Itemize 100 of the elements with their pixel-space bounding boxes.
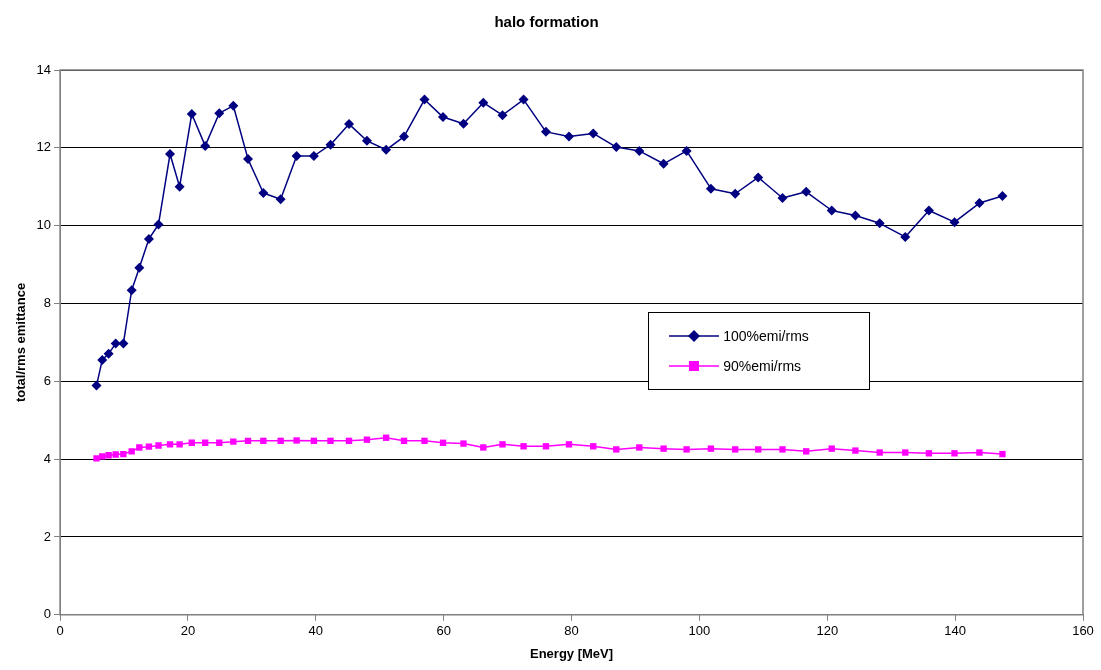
chart-title: halo formation bbox=[494, 13, 599, 31]
point bbox=[120, 450, 127, 458]
point bbox=[613, 446, 620, 453]
point bbox=[518, 94, 529, 105]
point bbox=[325, 139, 336, 150]
point bbox=[499, 441, 506, 448]
point bbox=[118, 338, 129, 349]
point bbox=[293, 437, 300, 444]
point bbox=[611, 142, 622, 153]
point bbox=[565, 441, 573, 448]
point bbox=[999, 450, 1006, 458]
point bbox=[112, 451, 119, 458]
point bbox=[681, 145, 692, 156]
point bbox=[755, 446, 762, 453]
y-tick-label: 14 bbox=[36, 61, 52, 77]
point bbox=[828, 445, 835, 452]
point bbox=[588, 128, 599, 139]
point bbox=[634, 145, 645, 156]
point bbox=[460, 440, 467, 447]
point bbox=[128, 448, 135, 455]
point bbox=[705, 183, 716, 194]
point bbox=[230, 438, 237, 445]
y-axis-title: total/rms emittance bbox=[13, 282, 29, 402]
point bbox=[155, 442, 162, 449]
point bbox=[658, 158, 669, 169]
point bbox=[200, 140, 211, 151]
y-tick-label: 10 bbox=[36, 217, 52, 233]
point bbox=[874, 218, 885, 229]
point bbox=[826, 205, 837, 216]
point bbox=[277, 437, 284, 445]
legend-label: 90%emi/rms bbox=[723, 358, 802, 375]
point bbox=[93, 455, 100, 462]
point bbox=[753, 172, 764, 183]
point bbox=[214, 108, 225, 119]
point bbox=[852, 447, 859, 454]
point bbox=[900, 231, 911, 242]
point bbox=[291, 151, 302, 161]
point bbox=[802, 448, 810, 455]
point bbox=[683, 446, 690, 453]
point bbox=[275, 194, 286, 205]
point bbox=[974, 198, 985, 209]
point bbox=[243, 154, 254, 165]
x-tick-label: 160 bbox=[1072, 623, 1094, 639]
point bbox=[228, 100, 239, 111]
point bbox=[91, 380, 102, 391]
x-tick-label: 140 bbox=[944, 623, 966, 639]
x-tick-label: 20 bbox=[180, 623, 196, 639]
point bbox=[136, 444, 143, 451]
point bbox=[344, 119, 355, 130]
point bbox=[165, 149, 176, 160]
x-tick-label: 0 bbox=[56, 623, 64, 639]
point bbox=[381, 144, 392, 155]
x-tick-label: 100 bbox=[688, 623, 711, 639]
point bbox=[520, 443, 527, 450]
point bbox=[258, 187, 269, 198]
point bbox=[660, 445, 667, 452]
x-tick-label: 40 bbox=[308, 623, 324, 639]
point bbox=[801, 186, 812, 197]
point bbox=[707, 445, 715, 452]
point bbox=[850, 210, 861, 221]
point bbox=[99, 453, 106, 460]
point bbox=[951, 450, 958, 457]
y-tick-label: 8 bbox=[43, 295, 52, 311]
y-tick-label: 4 bbox=[43, 450, 52, 466]
x-tick-label: 60 bbox=[436, 623, 451, 639]
point bbox=[497, 110, 508, 121]
point bbox=[976, 449, 983, 456]
point bbox=[110, 338, 121, 349]
point bbox=[308, 151, 319, 161]
point bbox=[480, 444, 487, 451]
y-tick-label: 6 bbox=[43, 372, 52, 388]
point bbox=[563, 131, 574, 142]
point bbox=[260, 437, 267, 445]
point bbox=[97, 354, 108, 365]
point bbox=[153, 219, 164, 230]
y-tick-label: 2 bbox=[43, 528, 52, 544]
point bbox=[176, 441, 183, 448]
point bbox=[126, 285, 137, 296]
point bbox=[997, 191, 1008, 202]
point bbox=[361, 135, 372, 146]
point bbox=[779, 446, 786, 453]
point bbox=[458, 118, 469, 129]
point bbox=[478, 97, 489, 108]
point bbox=[636, 444, 643, 451]
x-tick-label: 80 bbox=[564, 623, 579, 639]
y-tick-label: 12 bbox=[36, 139, 52, 155]
point bbox=[902, 449, 909, 456]
point bbox=[188, 439, 195, 446]
point bbox=[876, 449, 883, 456]
point bbox=[540, 126, 551, 137]
point bbox=[949, 217, 960, 228]
point bbox=[103, 348, 114, 359]
point bbox=[777, 193, 788, 204]
point bbox=[438, 112, 449, 123]
point bbox=[399, 131, 410, 142]
x-axis-title: Energy [MeV] bbox=[529, 645, 614, 661]
point bbox=[327, 437, 334, 445]
point bbox=[143, 233, 154, 244]
point bbox=[732, 446, 739, 453]
y-tick-label: 0 bbox=[43, 606, 52, 622]
